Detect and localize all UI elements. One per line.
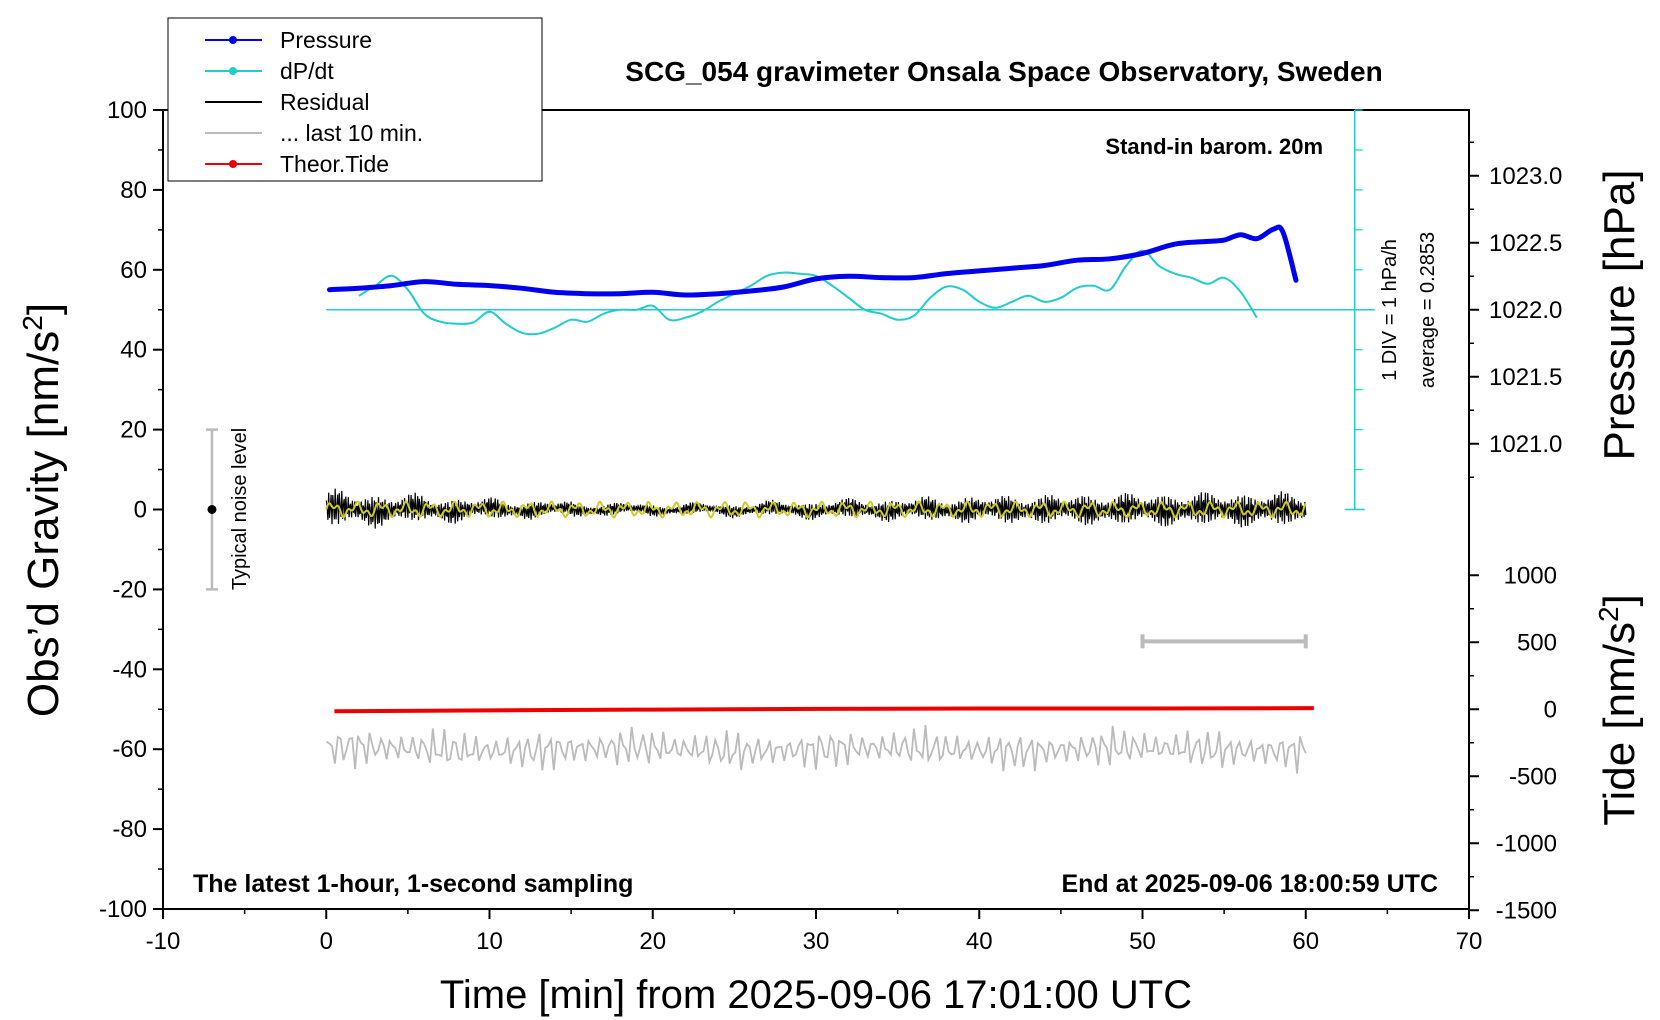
legend-label: dP/dt [280, 58, 334, 84]
y-tick-label: -60 [112, 736, 147, 763]
tide-axis-ticks: 1000 500 0 -500 -1000 -1500 [1469, 562, 1557, 924]
x-tick-label: 20 [639, 928, 666, 955]
pressure-tick-label: 1021.0 [1489, 431, 1562, 458]
y-tick-label: -100 [99, 896, 147, 923]
y-left-label-sup: 2 [17, 315, 48, 331]
legend-marker [229, 160, 237, 168]
tide-label-end: ] [1595, 594, 1644, 606]
y-tick-label: -20 [112, 576, 147, 603]
legend-box [167, 17, 543, 182]
x-tick-label: -10 [146, 928, 181, 955]
y-left-label-main: Obs’d Gravity [nm/s [19, 331, 68, 717]
latest-sampling-note: The latest 1-hour, 1-second sampling [193, 870, 633, 898]
legend-label: Pressure [280, 27, 372, 53]
x-tick-label: 50 [1129, 928, 1156, 955]
chart-title: SCG_054 gravimeter Onsala Space Observat… [625, 56, 1382, 87]
noise-level-bar [205, 428, 218, 591]
x-axis-ticks: -10 0 10 20 30 40 50 60 70 [146, 909, 1483, 955]
tide-tick-label: 500 [1517, 629, 1557, 656]
end-time-note: End at 2025-09-06 18:00:59 UTC [1061, 870, 1438, 898]
pressure-tick-label: 1023.0 [1489, 163, 1562, 190]
y-tick-label: -80 [112, 816, 147, 843]
pressure-tick-label: 1022.0 [1489, 297, 1562, 324]
noise-bar-center-dot [207, 505, 217, 514]
y-tick-label: 40 [120, 337, 147, 364]
y-tick-label: -40 [112, 656, 147, 683]
y-left-axis-ticks: 100 80 60 40 20 0 -20 -40 -60 -80 -100 [99, 97, 163, 923]
legend-marker [229, 36, 237, 44]
tide-tick-label: 0 [1544, 696, 1557, 723]
y-tick-label: 80 [120, 177, 147, 204]
tide-tick-label: -500 [1509, 763, 1557, 790]
x-tick-label: 70 [1456, 928, 1483, 955]
pressure-tick-label: 1021.5 [1489, 364, 1562, 391]
y-tick-label: 100 [107, 97, 147, 124]
x-tick-label: 30 [803, 928, 830, 955]
x-tick-label: 60 [1292, 928, 1319, 955]
y-tick-label: 20 [120, 417, 147, 444]
y-tick-label: 0 [134, 497, 147, 524]
series-layer [325, 224, 1314, 774]
pressure-axis-label: Pressure [hPa] [1595, 169, 1644, 460]
last-10-min-bar [1140, 634, 1308, 649]
legend: Pressure dP/dt Residual ... last 10 min. The… [167, 17, 543, 182]
y-left-label-end: ] [19, 303, 68, 315]
y-left-axis-label: Obs’d Gravity [nm/s2] [17, 303, 68, 717]
tide-series-line [334, 706, 1314, 714]
tide-axis-label: Tide [nm/s2] [1593, 594, 1644, 826]
noise-level-label: Typical noise level [229, 428, 251, 590]
tide-tick-label: -1500 [1496, 897, 1557, 924]
dpdt-series-line [358, 249, 1258, 336]
legend-label: ... last 10 min. [280, 120, 423, 146]
average-note: average = 0.2853 [1417, 232, 1439, 388]
x-axis-label: Time [min] from 2025-09-06 17:01:00 UTC [440, 973, 1192, 1017]
legend-label: Residual [280, 89, 370, 115]
dpdt-reference-axis [326, 109, 1375, 511]
barometer-note: Stand-in barom. 20m [1105, 134, 1323, 159]
tide-label-sup: 2 [1593, 606, 1624, 622]
tide-tick-label: -1000 [1496, 830, 1557, 857]
tide-label-main: Tide [nm/s [1595, 622, 1644, 826]
legend-marker [229, 67, 237, 75]
pressure-series-line [327, 224, 1299, 298]
x-tick-label: 10 [476, 928, 503, 955]
legend-label: Theor.Tide [280, 151, 389, 177]
x-tick-label: 0 [320, 928, 333, 955]
y-tick-label: 60 [120, 257, 147, 284]
x-tick-label: 40 [966, 928, 993, 955]
tide-tick-label: 1000 [1504, 562, 1557, 589]
pressure-axis-ticks: 1023.0 1022.5 1022.0 1021.5 1021.0 [1469, 141, 1562, 478]
residual-smoothed-line [325, 500, 1307, 519]
div-note: 1 DIV = 1 hPa/h [1379, 239, 1401, 381]
pressure-tick-label: 1022.5 [1489, 230, 1562, 257]
last-10-min-series-line [325, 725, 1307, 774]
